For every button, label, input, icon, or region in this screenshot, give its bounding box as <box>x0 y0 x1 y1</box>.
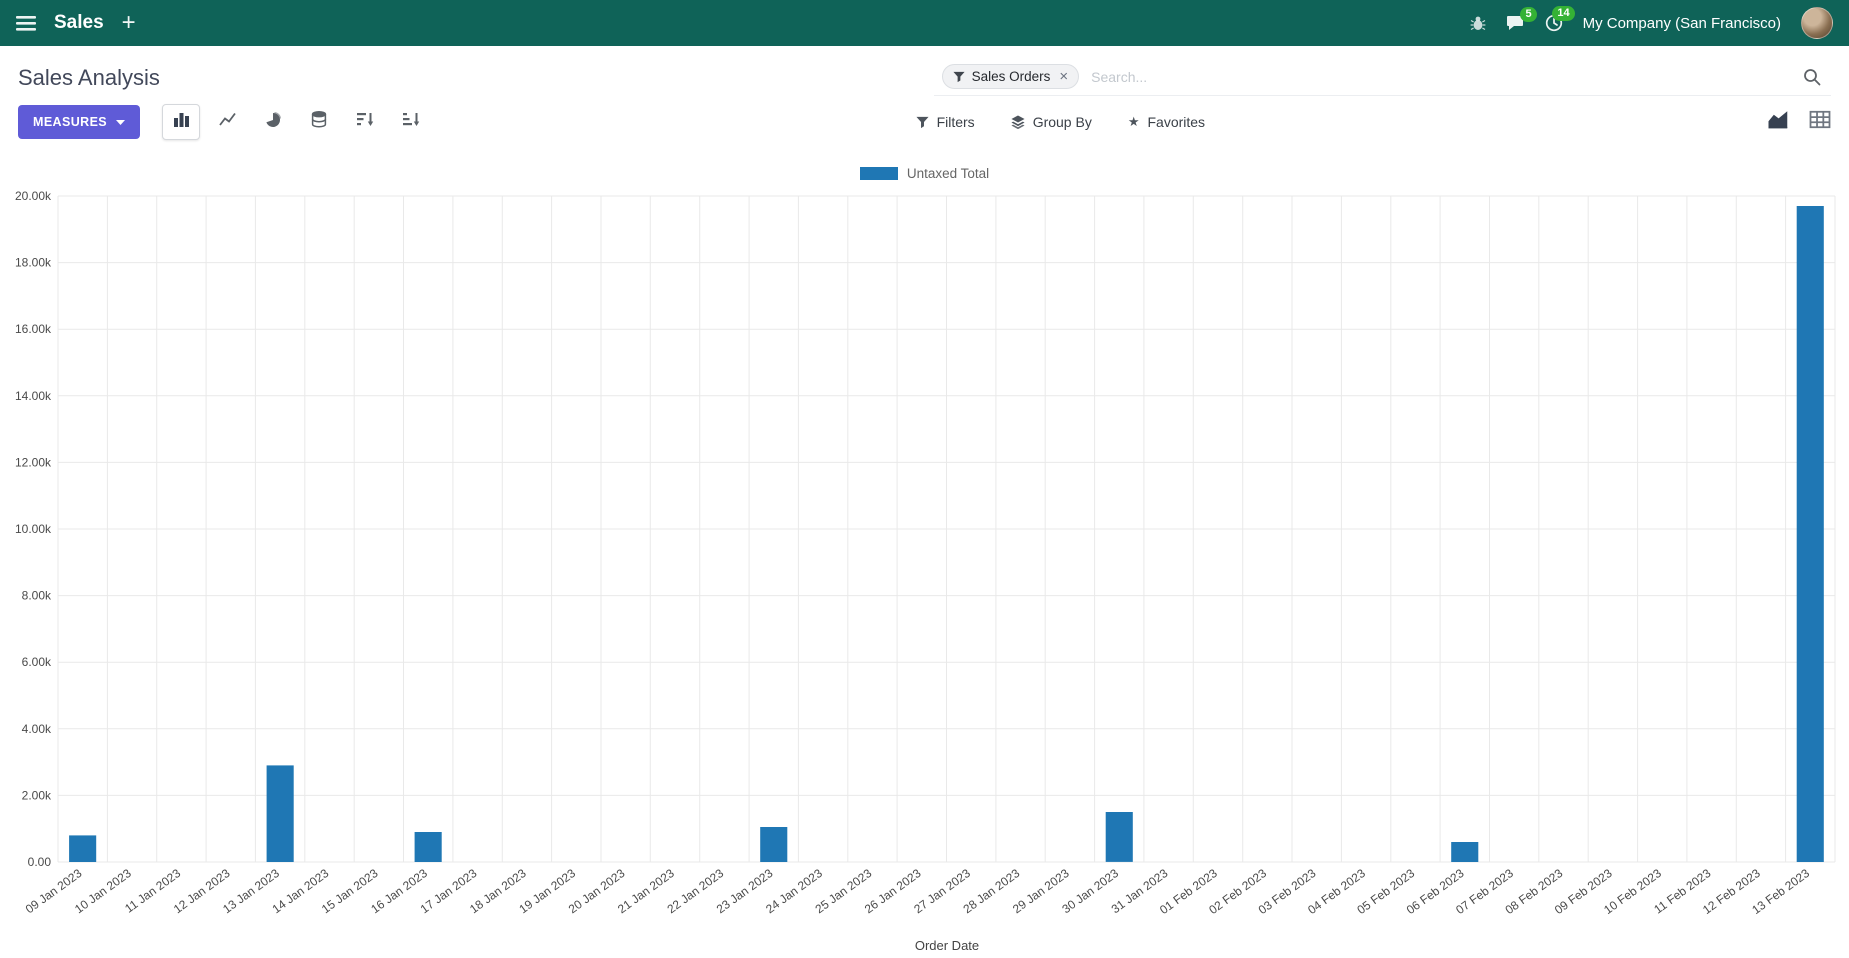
line-chart-icon <box>218 112 236 132</box>
company-menu[interactable]: My Company (San Francisco) <box>1582 14 1781 32</box>
svg-text:10.00k: 10.00k <box>15 522 52 536</box>
chart-legend[interactable]: Untaxed Total <box>10 160 1839 186</box>
line-chart-button[interactable] <box>208 104 246 140</box>
search-facet-label: Sales Orders <box>971 69 1051 84</box>
app-name[interactable]: Sales <box>54 12 104 33</box>
sort-descending-button[interactable] <box>346 104 384 140</box>
svg-text:14.00k: 14.00k <box>15 389 52 403</box>
measures-label: MEASURES <box>33 115 108 129</box>
favorites-label: Favorites <box>1147 114 1206 130</box>
facet-filter-icon <box>953 71 965 83</box>
navbar-right: 5 14 My Company (San Francisco) <box>1470 6 1833 39</box>
svg-text:8.00k: 8.00k <box>22 589 52 603</box>
search-bar[interactable]: Sales Orders × <box>933 60 1831 96</box>
facet-remove-icon[interactable]: × <box>1059 68 1069 85</box>
activities-button[interactable]: 14 <box>1545 6 1575 32</box>
pie-chart-button[interactable] <box>254 104 292 140</box>
debug-bug-icon[interactable] <box>1470 15 1486 31</box>
search-tools: Filters Group By ★ Favorites <box>916 114 1205 130</box>
page-title: Sales Analysis <box>18 65 160 90</box>
svg-text:Order Date: Order Date <box>915 938 979 953</box>
sort-ascending-icon <box>402 112 420 132</box>
sales-bar-chart: 0.00 2.00k 4.00k 6.00k 8.00k 10.00k 12.00k 14.0… <box>15 189 1836 953</box>
favorites-star-icon: ★ <box>1127 114 1140 129</box>
plus-icon[interactable]: + <box>121 9 136 36</box>
messages-button[interactable]: 5 <box>1506 6 1537 32</box>
legend-swatch <box>859 166 898 180</box>
group-by-button[interactable]: Group By <box>1011 114 1092 130</box>
sort-ascending-button[interactable] <box>392 104 430 140</box>
caret-down-icon <box>116 115 126 129</box>
favorites-button[interactable]: ★ Favorites <box>1128 114 1205 130</box>
avatar[interactable] <box>1801 7 1833 39</box>
activities-badge: 14 <box>1552 6 1575 21</box>
view-switcher <box>1767 110 1831 134</box>
search-facet[interactable]: Sales Orders × <box>941 64 1080 89</box>
control-panel-bottom: MEASURES <box>0 102 1849 152</box>
svg-text:6.00k: 6.00k <box>22 655 52 669</box>
bar-chart-icon <box>173 112 190 132</box>
pivot-view-button[interactable] <box>1809 110 1831 134</box>
svg-text:12.00k: 12.00k <box>15 455 52 469</box>
stacked-database-icon <box>311 111 327 133</box>
view-tools: MEASURES <box>18 104 916 140</box>
search-input[interactable] <box>1089 67 1793 86</box>
svg-text:16.00k: 16.00k <box>15 322 52 336</box>
svg-text:18.00k: 18.00k <box>15 256 52 270</box>
legend-label: Untaxed Total <box>906 165 990 181</box>
control-panel-top: Sales Analysis Sales Orders × <box>0 46 1849 102</box>
group-by-layers-icon <box>1011 115 1025 129</box>
hamburger-menu-icon[interactable] <box>16 15 36 31</box>
chat-icon <box>1506 15 1525 32</box>
chart-type-group <box>162 104 430 140</box>
filters-funnel-icon <box>916 116 929 129</box>
group-by-label: Group By <box>1032 114 1092 130</box>
top-navbar: Sales + 5 14 My Company (San Francisco) <box>0 0 1849 46</box>
messages-badge: 5 <box>1520 6 1537 22</box>
stacked-toggle-button[interactable] <box>300 104 338 140</box>
measures-button[interactable]: MEASURES <box>18 105 141 139</box>
filters-label: Filters <box>936 114 975 130</box>
graph-view-button[interactable] <box>1767 110 1789 134</box>
graph-view-area-icon <box>1767 110 1789 134</box>
svg-text:2.00k: 2.00k <box>22 788 52 802</box>
navbar-left: Sales + <box>16 11 136 35</box>
search-icon[interactable] <box>1803 68 1821 86</box>
filters-button[interactable]: Filters <box>916 114 975 130</box>
svg-text:20.00k: 20.00k <box>15 189 52 203</box>
svg-text:4.00k: 4.00k <box>22 722 52 736</box>
svg-text:0.00: 0.00 <box>28 855 52 869</box>
pie-chart-icon <box>265 111 282 133</box>
sort-descending-icon <box>356 112 374 132</box>
bar-chart-button[interactable] <box>162 104 201 140</box>
chart-area: Untaxed Total 0.00 2.00k 4.00k 6.00k 8.00k 10… <box>0 160 1849 958</box>
pivot-view-grid-icon <box>1809 110 1831 134</box>
